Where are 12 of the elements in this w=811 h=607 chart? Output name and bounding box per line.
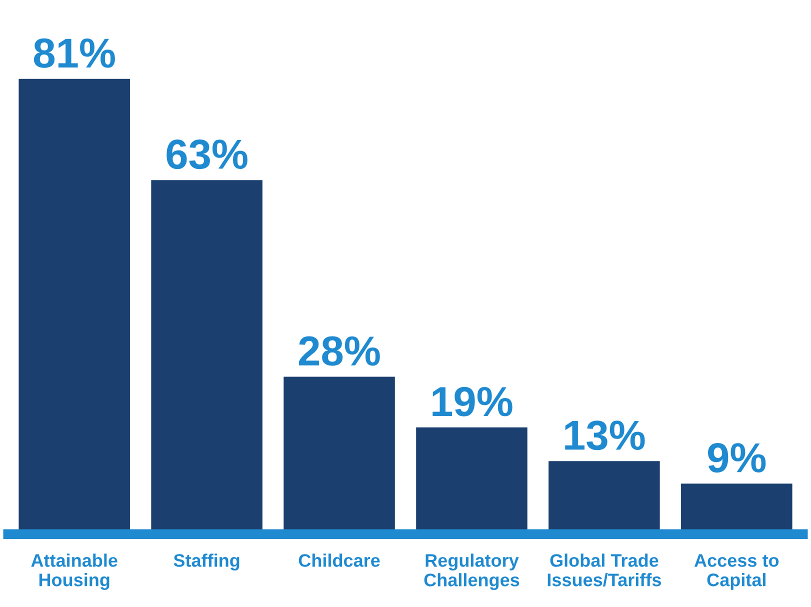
data-label: 28%	[299, 336, 380, 366]
data-label: 81%	[34, 38, 115, 68]
x-tick-label: Childcare	[298, 554, 380, 567]
data-label: 9%	[708, 443, 766, 473]
x-tick-label: Global Trade Issues/Tariffs	[548, 554, 661, 586]
x-tick-label: Access to Capital	[694, 554, 779, 590]
data-label: 13%	[565, 420, 645, 450]
x-tick-label: Regulatory Challenges	[424, 554, 520, 590]
data-label: 19%	[432, 386, 512, 416]
data-label: 63%	[166, 140, 248, 170]
x-tick-label: Staffing	[174, 554, 240, 571]
x-tick-label: Attainable Housing	[31, 554, 118, 590]
